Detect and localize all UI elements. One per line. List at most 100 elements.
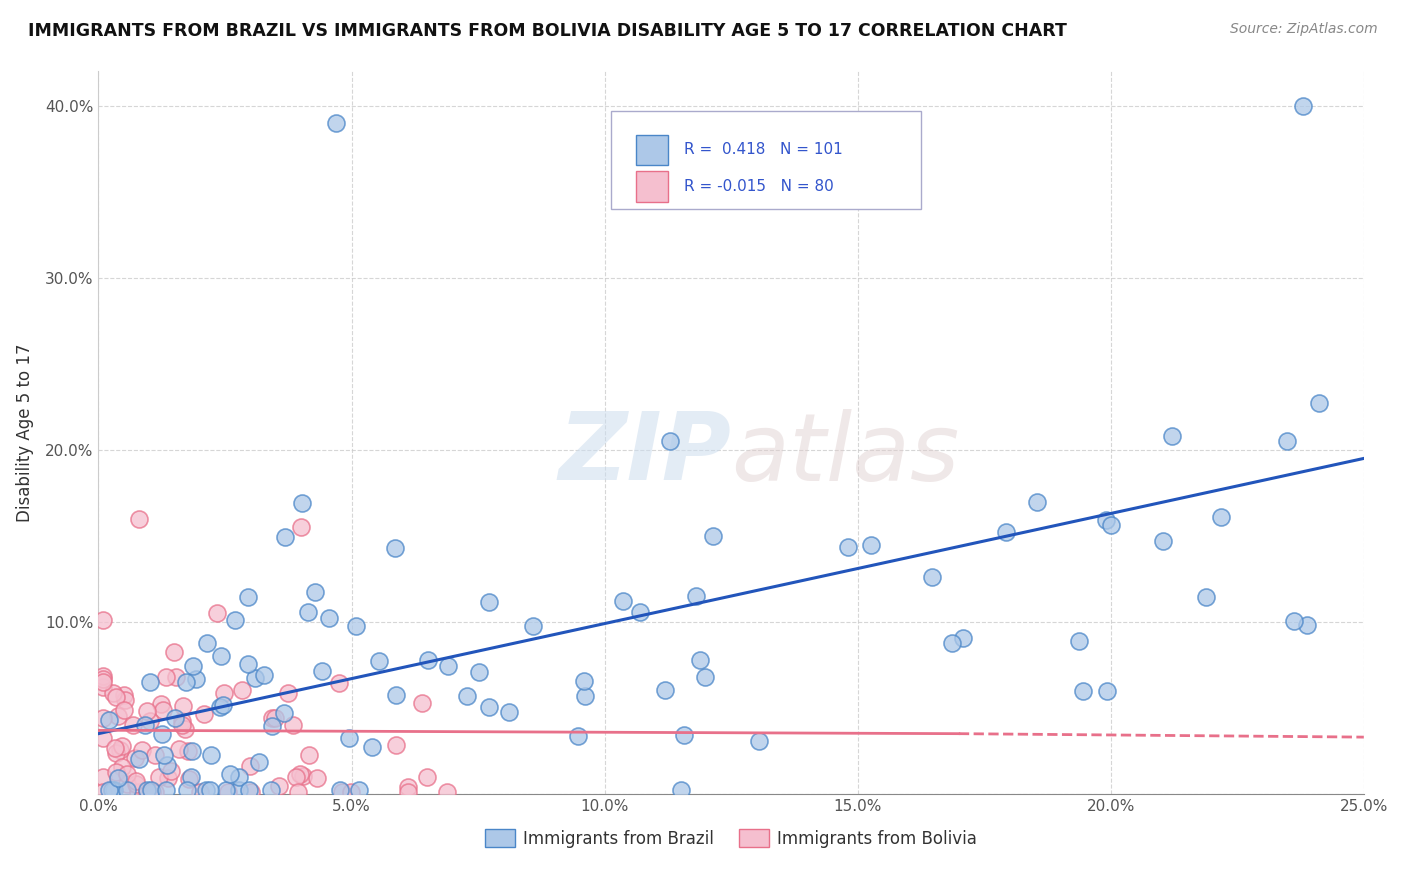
Point — [297, 605, 319, 619]
Text: atlas: atlas — [731, 409, 959, 500]
Point — [103, 686, 125, 700]
Point — [167, 741, 190, 756]
Point — [174, 722, 197, 736]
Point — [1308, 396, 1330, 410]
Point — [193, 706, 215, 721]
Point — [174, 675, 197, 690]
Point — [478, 595, 501, 609]
FancyBboxPatch shape — [636, 135, 668, 165]
Point — [659, 434, 682, 449]
Point — [269, 779, 291, 793]
Point — [291, 496, 314, 510]
Point — [125, 774, 148, 789]
Point — [1067, 634, 1090, 648]
Point — [195, 783, 218, 797]
Point — [108, 743, 131, 757]
Point — [416, 653, 439, 667]
Point — [93, 770, 115, 784]
Point — [1152, 534, 1174, 549]
Point — [111, 760, 134, 774]
Point — [105, 746, 128, 760]
Point — [249, 755, 271, 769]
Point — [437, 658, 460, 673]
Point — [290, 520, 312, 534]
Text: R =  0.418   N = 101: R = 0.418 N = 101 — [685, 143, 844, 157]
Point — [685, 589, 707, 603]
Point — [212, 686, 235, 700]
Point — [264, 711, 287, 725]
Point — [572, 673, 595, 688]
Point — [384, 541, 406, 555]
Point — [97, 713, 120, 727]
Point — [105, 764, 128, 779]
FancyBboxPatch shape — [636, 171, 668, 202]
Point — [262, 711, 284, 725]
Point — [159, 764, 181, 779]
Point — [287, 785, 309, 799]
Point — [163, 645, 186, 659]
Point — [311, 665, 333, 679]
Point — [330, 785, 353, 799]
Point — [273, 530, 295, 544]
Point — [243, 671, 266, 685]
Point — [952, 632, 974, 646]
Point — [329, 783, 352, 797]
Point — [148, 770, 170, 784]
Point — [131, 742, 153, 756]
Point — [1161, 429, 1184, 443]
Point — [941, 636, 963, 650]
Point — [153, 748, 176, 763]
Point — [181, 659, 204, 673]
Point — [215, 783, 238, 797]
Point — [107, 771, 129, 785]
Point — [156, 772, 179, 786]
Text: Source: ZipAtlas.com: Source: ZipAtlas.com — [1230, 22, 1378, 37]
Point — [1071, 683, 1094, 698]
Legend: Immigrants from Brazil, Immigrants from Bolivia: Immigrants from Brazil, Immigrants from … — [478, 822, 984, 855]
Point — [139, 714, 162, 729]
Point — [277, 686, 299, 700]
Point — [170, 714, 193, 728]
Text: ZIP: ZIP — [558, 409, 731, 500]
Point — [396, 785, 419, 799]
Point — [396, 780, 419, 794]
Point — [93, 711, 115, 725]
Point — [122, 718, 145, 732]
Point — [298, 747, 321, 762]
Point — [128, 511, 150, 525]
Point — [260, 719, 283, 733]
Point — [150, 727, 173, 741]
Point — [671, 783, 693, 797]
Point — [114, 692, 136, 706]
Point — [567, 729, 589, 743]
Point — [325, 116, 347, 130]
Point — [209, 649, 232, 664]
Point — [1211, 509, 1233, 524]
Point — [498, 705, 520, 719]
Text: IMMIGRANTS FROM BRAZIL VS IMMIGRANTS FROM BOLIVIA DISABILITY AGE 5 TO 17 CORRELA: IMMIGRANTS FROM BRAZIL VS IMMIGRANTS FRO… — [28, 22, 1067, 40]
Point — [456, 689, 478, 703]
Point — [628, 605, 651, 619]
Point — [200, 747, 222, 762]
Point — [139, 675, 162, 690]
Point — [347, 783, 370, 797]
Point — [748, 733, 770, 747]
Point — [127, 785, 149, 799]
Point — [128, 752, 150, 766]
Point — [1195, 590, 1218, 604]
Point — [115, 777, 138, 791]
Point — [224, 613, 246, 627]
Point — [344, 619, 367, 633]
Point — [339, 785, 361, 799]
Point — [112, 688, 135, 702]
Point — [837, 540, 859, 554]
Point — [181, 744, 204, 758]
Point — [217, 785, 239, 799]
Point — [163, 711, 186, 725]
Point — [205, 606, 228, 620]
Point — [152, 703, 174, 717]
Point — [292, 769, 315, 783]
Point — [93, 675, 115, 690]
Point — [574, 689, 596, 703]
Point — [104, 740, 127, 755]
